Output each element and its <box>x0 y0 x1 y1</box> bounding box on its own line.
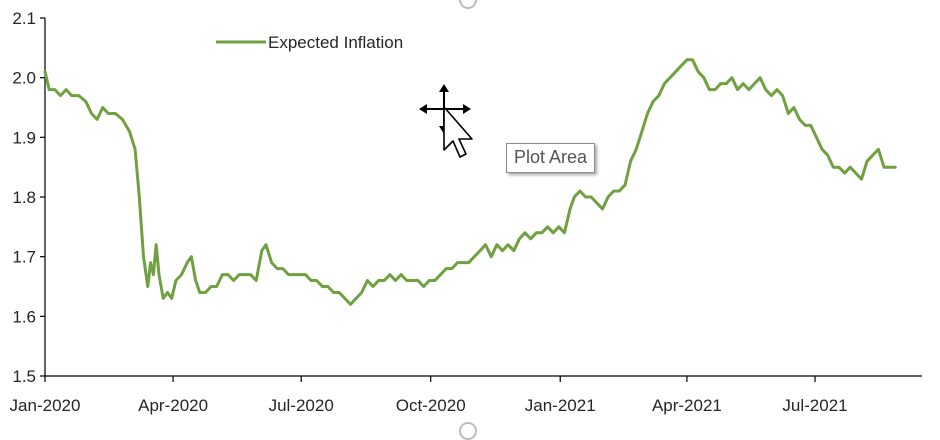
y-tick-label: 1.5 <box>12 367 36 386</box>
series-line-expected-inflation[interactable] <box>43 58 897 306</box>
y-tick-label: 1.8 <box>12 188 36 207</box>
x-tick-label: Apr-2020 <box>138 396 208 415</box>
plot-area-tooltip: Plot Area <box>506 143 596 173</box>
y-tick-label: 1.6 <box>12 307 36 326</box>
arrow-pointer-icon <box>443 106 473 158</box>
y-axis: 1.5 1.6 1.7 1.8 1.9 2.0 2.1 <box>12 9 46 386</box>
move-cursor-icon <box>419 84 473 158</box>
x-tick-label: Jan-2021 <box>525 396 596 415</box>
line-chart[interactable]: 1.5 1.6 1.7 1.8 1.9 2.0 2.1 Jan-2020 Apr-2020 Ju… <box>0 0 940 429</box>
x-axis: Jan-2020 Apr-2020 Jul-2020 Oct-2020 Jan-2021… <box>10 375 922 415</box>
series-layer <box>43 58 897 306</box>
legend[interactable]: Expected Inflation <box>216 33 403 52</box>
x-tick-label: Oct-2020 <box>396 396 466 415</box>
x-tick-label: Jul-2021 <box>782 396 847 415</box>
y-tick-label: 1.9 <box>12 128 36 147</box>
plot-area-region[interactable] <box>45 18 922 376</box>
selection-handle-bottom[interactable] <box>459 422 477 440</box>
x-tick-label: Jul-2020 <box>269 396 334 415</box>
legend-label: Expected Inflation <box>268 33 403 52</box>
x-tick-label: Jan-2020 <box>10 396 81 415</box>
y-tick-label: 1.7 <box>12 248 36 267</box>
plot-area[interactable] <box>45 18 922 376</box>
y-tick-label: 2.1 <box>12 9 36 28</box>
x-tick-label: Apr-2021 <box>652 396 722 415</box>
y-tick-label: 2.0 <box>12 69 36 88</box>
